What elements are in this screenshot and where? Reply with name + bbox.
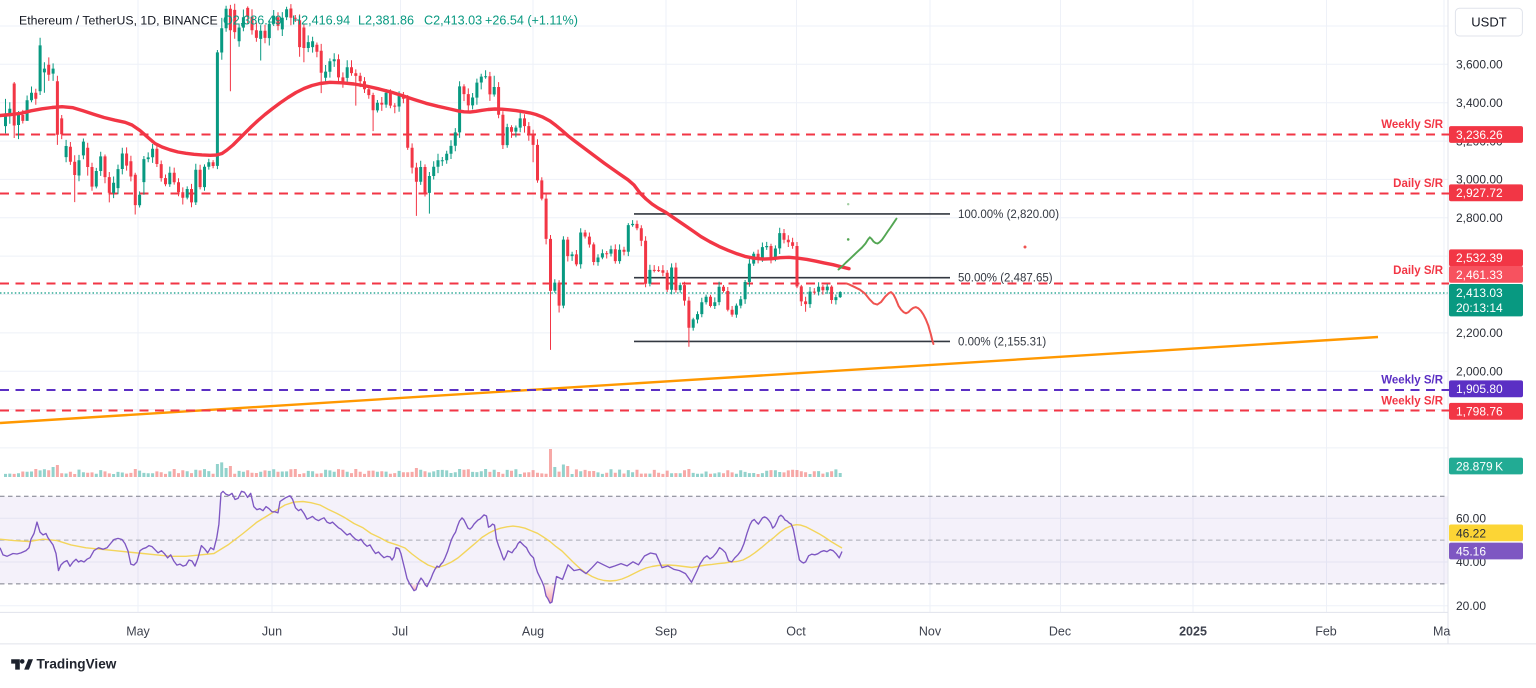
svg-text:L2,381.86: L2,381.86	[358, 14, 414, 28]
svg-text:20:13:14: 20:13:14	[1456, 301, 1503, 315]
svg-text:USDT: USDT	[1471, 15, 1506, 30]
svg-text:2025: 2025	[1179, 625, 1207, 639]
svg-text:Sep: Sep	[655, 625, 677, 639]
svg-text:Nov: Nov	[919, 625, 942, 639]
svg-text:46.22: 46.22	[1456, 526, 1486, 540]
svg-text:Dec: Dec	[1049, 625, 1071, 639]
svg-text:20.00: 20.00	[1456, 599, 1486, 613]
svg-text:3,400.00: 3,400.00	[1456, 96, 1503, 110]
svg-text:3,600.00: 3,600.00	[1456, 58, 1503, 72]
svg-text:May: May	[126, 625, 150, 639]
svg-text:Jul: Jul	[392, 625, 408, 639]
svg-text:Aug: Aug	[522, 625, 544, 639]
svg-text:C2,413.03: C2,413.03	[424, 14, 482, 28]
svg-text:50.00% (2,487.65): 50.00% (2,487.65)	[958, 273, 1053, 285]
svg-text:O2,386.49: O2,386.49	[223, 14, 282, 28]
svg-text:3,236.26: 3,236.26	[1456, 128, 1503, 142]
svg-text:Ma: Ma	[1433, 625, 1450, 639]
svg-text:Weekly S/R: Weekly S/R	[1381, 119, 1443, 131]
svg-text:Feb: Feb	[1315, 625, 1337, 639]
svg-text:3,000.00: 3,000.00	[1456, 173, 1503, 187]
svg-text:1,798.76: 1,798.76	[1456, 405, 1503, 419]
svg-text:2,413.03: 2,413.03	[1456, 286, 1503, 300]
svg-text:60.00: 60.00	[1456, 511, 1486, 525]
svg-text:+26.54 (+1.11%): +26.54 (+1.11%)	[485, 14, 578, 28]
svg-text:45.16: 45.16	[1456, 544, 1486, 558]
svg-text:1,905.80: 1,905.80	[1456, 382, 1503, 396]
svg-text:Weekly S/R: Weekly S/R	[1381, 375, 1443, 387]
svg-text:H2,416.94: H2,416.94	[292, 14, 350, 28]
svg-text:2,200.00: 2,200.00	[1456, 326, 1503, 340]
svg-text:28.879 K: 28.879 K	[1456, 459, 1503, 473]
svg-text:Daily S/R: Daily S/R	[1393, 265, 1444, 277]
svg-text:Oct: Oct	[786, 625, 806, 639]
svg-text:Weekly S/R: Weekly S/R	[1381, 396, 1443, 408]
svg-text:2,927.72: 2,927.72	[1456, 186, 1503, 200]
svg-text:2,000.00: 2,000.00	[1456, 364, 1503, 378]
svg-text:0.00% (2,155.31): 0.00% (2,155.31)	[958, 336, 1046, 348]
svg-text:Daily S/R: Daily S/R	[1393, 178, 1444, 190]
svg-text:Jun: Jun	[262, 625, 282, 639]
svg-text:Ethereum / TetherUS, 1D, BINAN: Ethereum / TetherUS, 1D, BINANCE	[19, 14, 218, 28]
svg-text:2,532.39: 2,532.39	[1456, 251, 1503, 265]
svg-text:100.00% (2,820.00): 100.00% (2,820.00)	[958, 209, 1059, 221]
svg-text:2,800.00: 2,800.00	[1456, 211, 1503, 225]
svg-text:2,461.33: 2,461.33	[1456, 268, 1503, 282]
svg-text:TradingView: TradingView	[37, 657, 117, 672]
